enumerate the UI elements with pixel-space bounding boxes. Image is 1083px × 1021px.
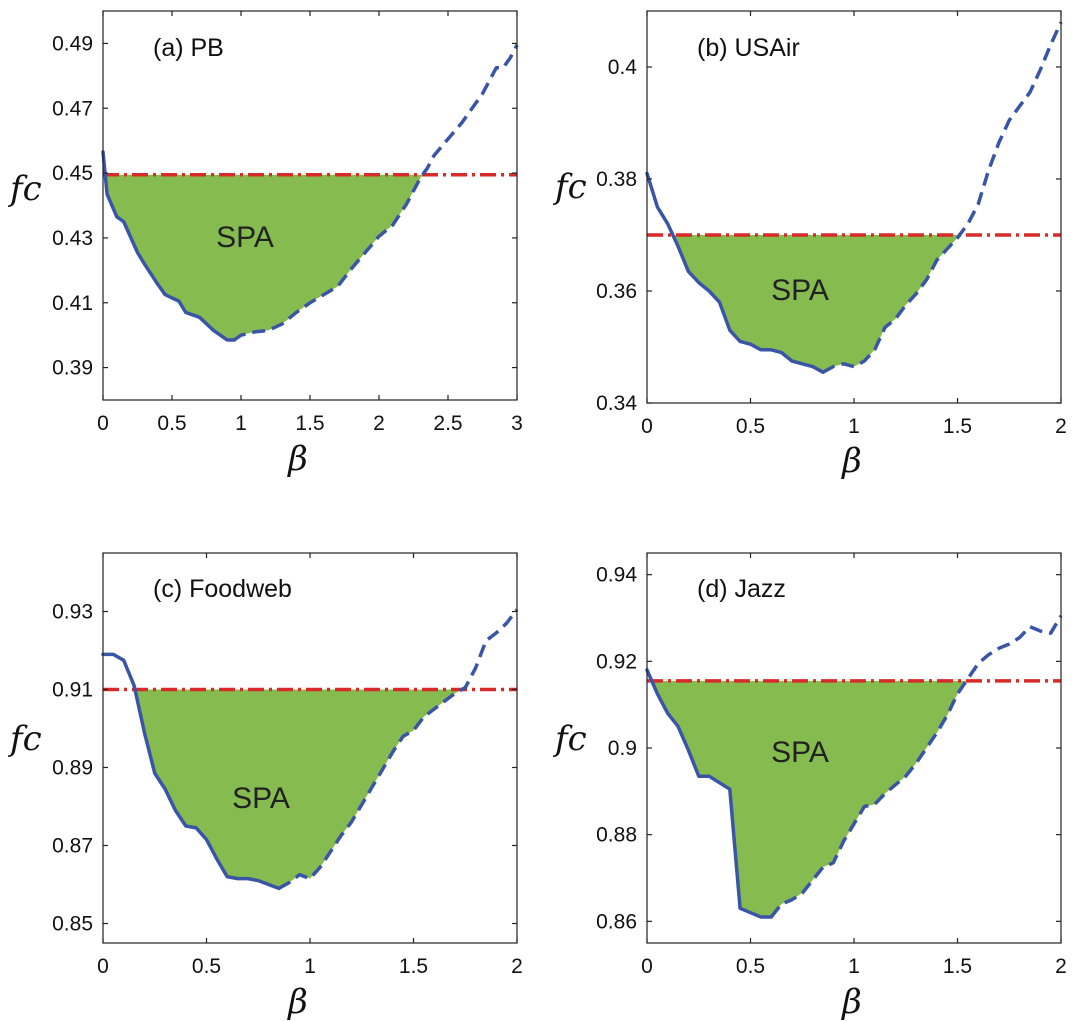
panel-2-ytick-label: 0.34 bbox=[596, 392, 637, 415]
panel-1-ytick-label: 0.39 bbox=[52, 357, 93, 380]
panel-2-xtick-label: 1.5 bbox=[943, 415, 972, 438]
panel-1-spa-region bbox=[105, 174, 423, 341]
panel-4-xlabel: β bbox=[840, 982, 862, 1021]
panel-4-ytick-label: 0.88 bbox=[596, 824, 637, 847]
panel-3-spa-region bbox=[134, 689, 462, 889]
panel-1-ylabel: fc bbox=[7, 169, 42, 209]
panel-4-xtick-label: 1.5 bbox=[943, 955, 972, 978]
panel-4-ytick-label: 0.9 bbox=[608, 737, 637, 760]
panel-1-xlabel: β bbox=[286, 439, 308, 479]
panel-3-title: (c) Foodweb bbox=[153, 575, 292, 603]
panel-1-xtick-label: 2.5 bbox=[433, 412, 462, 435]
panel-3-curve-dashed bbox=[278, 608, 519, 890]
panel-1-xtick-label: 1 bbox=[235, 412, 247, 435]
panel-3-ylabel: fc bbox=[7, 719, 42, 759]
panel-4-ylabel: fc bbox=[552, 719, 587, 759]
panel-4-ytick-label: 0.94 bbox=[596, 564, 637, 587]
panel-4-xtick-label: 0.5 bbox=[736, 955, 765, 978]
panel-4-ytick-label: 0.86 bbox=[596, 910, 637, 933]
panel-2-ytick-label: 0.38 bbox=[596, 168, 637, 191]
panel-1-title: (a) PB bbox=[153, 34, 224, 62]
panel-1-region-label: SPA bbox=[216, 221, 274, 254]
panel-4-title: (d) Jazz bbox=[697, 575, 786, 603]
panel-3-region-label: SPA bbox=[232, 782, 290, 815]
panel-4-xtick-label: 0 bbox=[641, 955, 653, 978]
panel-2-xtick-label: 1 bbox=[848, 415, 860, 438]
panel-3-curve-solid bbox=[101, 652, 281, 891]
panel-1-xtick-label: 2 bbox=[373, 412, 385, 435]
panel-2-title: (b) USAir bbox=[697, 34, 800, 62]
panel-2-xtick-label: 0.5 bbox=[736, 415, 765, 438]
panel-2-curve-dashed bbox=[822, 21, 1063, 374]
panel-2-xtick-label: 2 bbox=[1055, 415, 1067, 438]
panel-1-xtick-label: 0.5 bbox=[157, 412, 186, 435]
panel-2-ylabel: fc bbox=[552, 167, 587, 207]
panel-4-curve-dashed bbox=[769, 614, 1063, 919]
panel-4-xtick-label: 2 bbox=[1055, 955, 1067, 978]
panel-3-ytick-label: 0.89 bbox=[52, 757, 93, 780]
panel-1-xtick-label: 1.5 bbox=[295, 412, 324, 435]
panel-4-region-label: SPA bbox=[771, 736, 829, 769]
panel-1-ytick-label: 0.45 bbox=[52, 162, 93, 185]
panel-2-xtick-label: 0 bbox=[641, 415, 653, 438]
panel-4-spa-region bbox=[651, 680, 967, 917]
panel-4-xtick-label: 1 bbox=[848, 955, 860, 978]
panel-2-spa-region bbox=[672, 235, 960, 373]
panel-3-xtick-label: 0.5 bbox=[192, 955, 221, 978]
panel-3-ytick-label: 0.93 bbox=[52, 601, 93, 624]
panel-2-ytick-label: 0.4 bbox=[608, 56, 638, 79]
panel-3-ytick-label: 0.91 bbox=[52, 679, 93, 702]
panel-3-xtick-label: 1.5 bbox=[399, 955, 428, 978]
panel-2-curve-solid bbox=[645, 171, 825, 374]
panel-3-xtick-label: 0 bbox=[97, 955, 109, 978]
panel-3-xtick-label: 2 bbox=[511, 955, 523, 978]
panel-2-xlabel: β bbox=[840, 441, 862, 481]
panel-1-curve-solid bbox=[101, 150, 236, 342]
panel-1-ytick-label: 0.49 bbox=[52, 32, 93, 55]
panel-4-ytick-label: 0.92 bbox=[596, 650, 637, 673]
panel-1-xtick-label: 0 bbox=[97, 412, 109, 435]
panel-2-ytick-label: 0.36 bbox=[596, 280, 637, 303]
panel-4-curve-solid bbox=[645, 668, 773, 919]
panel-1-ytick-label: 0.41 bbox=[52, 292, 93, 315]
panel-1-xtick-label: 3 bbox=[511, 412, 523, 435]
panel-2-region-label: SPA bbox=[771, 274, 829, 307]
panel-1-ytick-label: 0.47 bbox=[52, 97, 93, 120]
panel-3-xlabel: β bbox=[286, 982, 308, 1021]
panel-3-ytick-label: 0.85 bbox=[52, 913, 93, 936]
panel-3-ytick-label: 0.87 bbox=[52, 835, 93, 858]
panel-1-ytick-label: 0.43 bbox=[52, 227, 93, 250]
panel-3-xtick-label: 1 bbox=[304, 955, 316, 978]
